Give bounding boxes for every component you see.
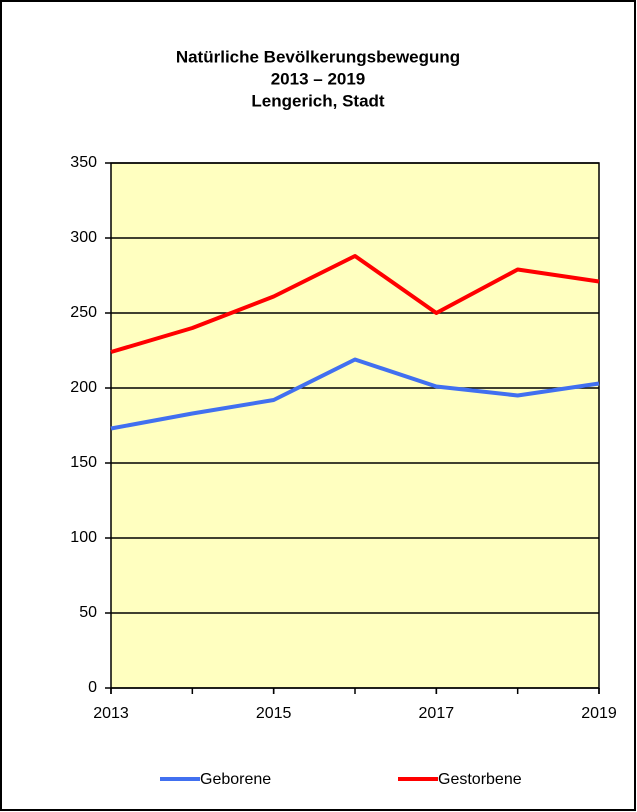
x-tick-label: 2019 [581,705,617,722]
y-tick-label: 150 [70,454,97,471]
chart-title: Lengerich, Stadt [251,91,385,110]
x-tick-label: 2015 [256,705,292,722]
legend-label: Geborene [200,771,271,788]
y-tick-label: 200 [70,379,97,396]
chart-title: Natürliche Bevölkerungsbewegung [176,47,460,66]
y-tick-label: 0 [88,679,97,696]
y-tick-label: 50 [79,604,97,621]
line-series [110,254,600,354]
y-tick-label: 250 [70,304,97,321]
plot-area [111,163,599,688]
legend-label: Gestorbene [438,771,522,788]
y-tick-label: 350 [70,154,97,171]
y-tick-label: 300 [70,229,97,246]
x-tick-label: 2013 [93,705,129,722]
chart-title: 2013 – 2019 [271,69,366,88]
line-series [110,357,600,431]
y-tick-label: 100 [70,529,97,546]
x-tick-label: 2017 [419,705,455,722]
